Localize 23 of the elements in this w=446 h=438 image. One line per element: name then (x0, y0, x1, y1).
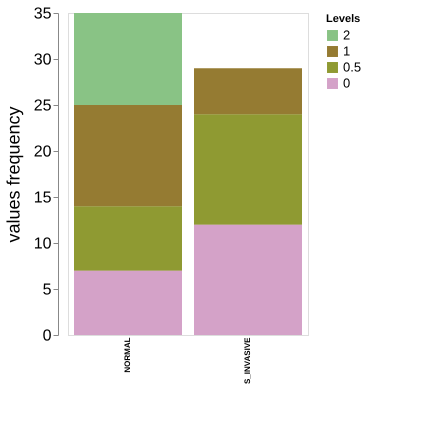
bar (74, 206, 182, 271)
legend-label: 0 (343, 76, 350, 90)
bar (194, 114, 302, 225)
y-axis-title: values frequency (4, 106, 24, 243)
x-tick-label: NORMAL (123, 337, 132, 373)
legend-label: 0.5 (343, 60, 362, 74)
legend-label: 1 (343, 44, 350, 58)
y-tick-label: 15 (34, 190, 52, 206)
x-tick-label: S_INVASIVE (243, 336, 252, 384)
y-tick-label: 5 (42, 282, 52, 298)
bar (194, 224, 302, 335)
legend-label: 2 (343, 28, 350, 42)
y-tick-label: 30 (34, 52, 52, 68)
bar (74, 13, 182, 105)
y-tick-label: 35 (34, 6, 52, 22)
bar (74, 270, 182, 335)
y-tick-label: 25 (34, 98, 52, 114)
legend-title: Levels (326, 13, 360, 25)
bar (194, 68, 302, 114)
bar (74, 105, 182, 206)
y-tick-label: 20 (34, 144, 52, 160)
y-tick-label: 0 (42, 328, 52, 344)
y-tick-label: 10 (34, 236, 52, 252)
